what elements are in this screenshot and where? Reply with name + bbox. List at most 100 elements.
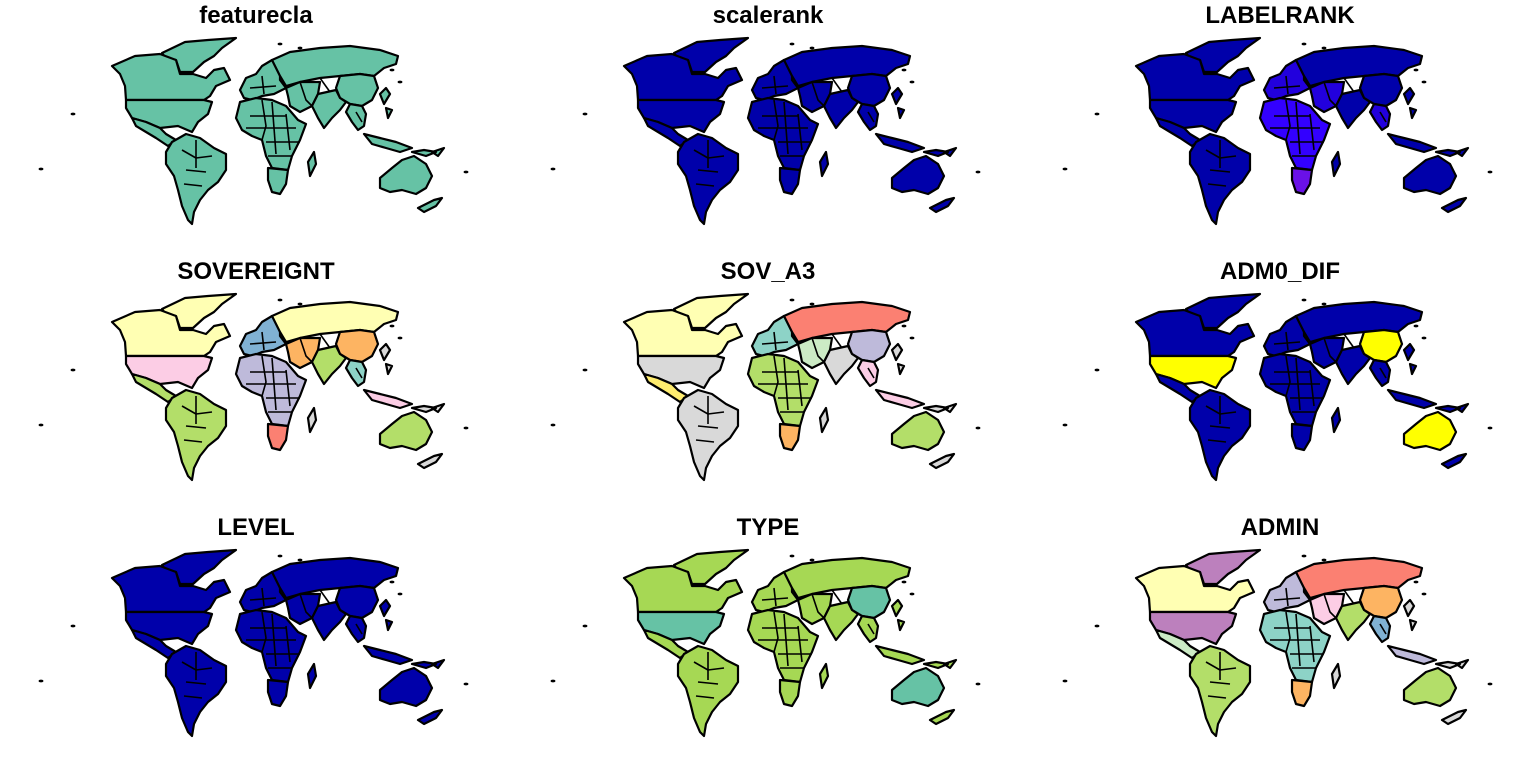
country-border	[319, 589, 331, 605]
map-panel-scalerank: scalerank	[512, 0, 1024, 256]
island-dot	[277, 42, 283, 46]
country-border	[783, 101, 789, 155]
world-map	[1062, 292, 1493, 482]
country-border	[1207, 183, 1227, 187]
region-russia	[270, 44, 400, 88]
region-russia	[270, 556, 400, 600]
region-south-africa	[778, 422, 802, 452]
island-dot	[463, 426, 469, 430]
country-border	[1285, 611, 1291, 653]
world-map	[550, 292, 981, 482]
island-dot	[277, 298, 283, 302]
region-australia	[378, 666, 434, 708]
country-border	[1209, 425, 1231, 429]
country-border	[797, 625, 803, 663]
country-border	[183, 695, 203, 699]
country-border	[773, 611, 779, 653]
island-dot	[1094, 368, 1100, 372]
country-border	[773, 587, 777, 607]
world-map	[550, 548, 981, 738]
region-india	[822, 344, 860, 386]
country-border	[355, 367, 363, 379]
region-se-asia	[1368, 102, 1392, 132]
map-panel-adm0-dif: ADM0_DIF	[1024, 256, 1536, 512]
region-india	[310, 88, 348, 130]
country-border	[811, 81, 825, 107]
island-dot	[297, 46, 303, 50]
country-border	[697, 425, 719, 429]
region-islands	[306, 342, 446, 470]
island-dot	[550, 679, 556, 683]
country-border	[1309, 113, 1315, 151]
region-islands	[818, 598, 958, 726]
region-australia	[1402, 666, 1458, 708]
region-usa	[636, 98, 726, 134]
country-border	[1323, 81, 1337, 107]
island-dot	[550, 423, 556, 427]
country-border	[299, 337, 313, 363]
island-dot	[901, 580, 907, 584]
country-border	[773, 355, 779, 397]
region-indonesia	[1386, 388, 1438, 410]
region-australia	[1402, 410, 1458, 452]
island-dot	[1301, 42, 1307, 46]
country-border	[271, 613, 277, 667]
map-panel-sovereignt: SOVEREIGNT	[0, 256, 512, 512]
country-border	[1209, 681, 1231, 685]
country-border	[783, 613, 789, 667]
region-usa	[1148, 610, 1238, 646]
region-south-africa	[1290, 166, 1314, 196]
country-border	[185, 169, 207, 173]
country-border	[831, 333, 843, 349]
island-dot	[1487, 682, 1493, 686]
country-border	[695, 183, 715, 187]
island-dot	[789, 298, 795, 302]
country-border	[1379, 111, 1387, 123]
region-south-africa	[1290, 678, 1314, 708]
world-map	[38, 292, 469, 482]
panel-title: LABELRANK	[1205, 2, 1355, 29]
panel-title: featurecla	[199, 2, 313, 29]
country-border	[299, 593, 313, 619]
country-border	[1343, 333, 1355, 349]
country-border	[811, 337, 825, 363]
island-dot	[809, 558, 815, 562]
region-north-america	[1134, 52, 1256, 102]
map-panel-featurecla: featurecla	[0, 0, 512, 256]
island-dot	[70, 624, 76, 628]
region-indonesia	[362, 388, 414, 410]
country-border	[1323, 337, 1337, 363]
island-dot	[809, 302, 815, 306]
island-dot	[389, 68, 395, 72]
island-dot	[463, 682, 469, 686]
country-border	[299, 81, 313, 107]
region-south-africa	[266, 678, 290, 708]
island-dot	[1301, 298, 1307, 302]
country-border	[783, 357, 789, 411]
island-dot	[789, 42, 795, 46]
island-dot	[397, 592, 403, 596]
country-border	[285, 369, 291, 407]
island-dot	[1321, 302, 1327, 306]
island-dot	[1062, 423, 1068, 427]
island-dot	[38, 167, 44, 171]
island-dot	[1062, 167, 1068, 171]
region-indonesia	[362, 644, 414, 666]
country-border	[285, 113, 291, 151]
country-border	[319, 333, 331, 349]
country-border	[695, 439, 715, 443]
island-dot	[1413, 580, 1419, 584]
region-india	[1334, 88, 1372, 130]
world-map	[38, 36, 469, 226]
panel-title: TYPE	[736, 514, 800, 541]
island-dot	[389, 580, 395, 584]
country-border	[811, 593, 825, 619]
country-border	[697, 169, 719, 173]
map-panel-admin: ADMIN	[1024, 512, 1536, 768]
world-map	[550, 36, 981, 226]
island-dot	[550, 167, 556, 171]
map-panel-labelrank: LABELRANK	[1024, 0, 1536, 256]
country-border	[261, 99, 267, 141]
panel-title: LEVEL	[217, 514, 295, 541]
region-south-africa	[266, 422, 290, 452]
